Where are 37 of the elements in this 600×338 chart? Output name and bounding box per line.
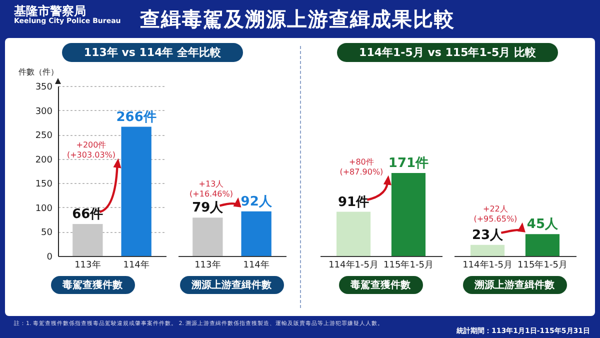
data-label: 92人 bbox=[240, 194, 272, 210]
annotation: +22人 (+95.65%) bbox=[473, 204, 517, 224]
x-tick-label: 113年 bbox=[194, 260, 220, 270]
x-tick-label: 114年 bbox=[122, 260, 149, 270]
y-tick-label: 50 bbox=[40, 228, 52, 238]
x-tick-label: 115年1-5月 bbox=[517, 260, 567, 270]
data-label: 91件 bbox=[337, 194, 369, 210]
x-axis-title: 毒駕查獲件數 bbox=[338, 276, 422, 294]
x-tick-label: 114年 bbox=[242, 260, 269, 270]
x-tick-label: 114年1-5月 bbox=[328, 260, 378, 270]
text: 基隆市警察局 bbox=[14, 4, 86, 18]
chart-title: 114年1-5月 vs 115年1-5月 比較 bbox=[337, 43, 558, 62]
annotation: +13人 (+16.46%) bbox=[189, 179, 232, 198]
y-tick-label: 0 bbox=[46, 252, 52, 262]
x-axis-title: 毒駕查獲件數 bbox=[50, 276, 134, 294]
x-axis-title: 溯源上游查緝件數 bbox=[462, 276, 566, 294]
y-tick-label: 150 bbox=[34, 180, 52, 190]
data-label: 171件 bbox=[388, 156, 428, 171]
x-tick-label: 113年 bbox=[74, 260, 100, 270]
annotation: +200件 (+303.03%) bbox=[66, 140, 116, 160]
y-tick-label: 300 bbox=[34, 106, 52, 117]
y-tick-label: 200 bbox=[34, 155, 52, 166]
data-label: 79人 bbox=[192, 200, 224, 216]
y-tick-label: 350 bbox=[34, 82, 52, 92]
annotation: +80件 (+87.90%) bbox=[339, 157, 383, 176]
y-tick-label: 250 bbox=[34, 131, 52, 142]
data-label: 23人 bbox=[471, 228, 504, 243]
data-label: 45人 bbox=[526, 217, 559, 232]
y-axis-title: 件數（件） bbox=[18, 68, 58, 76]
x-axis-title: 溯源上游查緝件數 bbox=[180, 276, 284, 294]
x-tick-label: 115年1-5月 bbox=[383, 260, 433, 270]
chart-subtitle: 113年 vs 114年 全年比較 bbox=[62, 43, 244, 62]
x-tick-label: 114年1-5月 bbox=[462, 260, 512, 270]
data-label: 66件 bbox=[72, 206, 103, 222]
y-tick-label: 100 bbox=[34, 204, 52, 214]
data-label: 266件 bbox=[116, 110, 156, 125]
text: 查緝毒駕及溯源上游查緝成果比較 bbox=[140, 6, 455, 33]
